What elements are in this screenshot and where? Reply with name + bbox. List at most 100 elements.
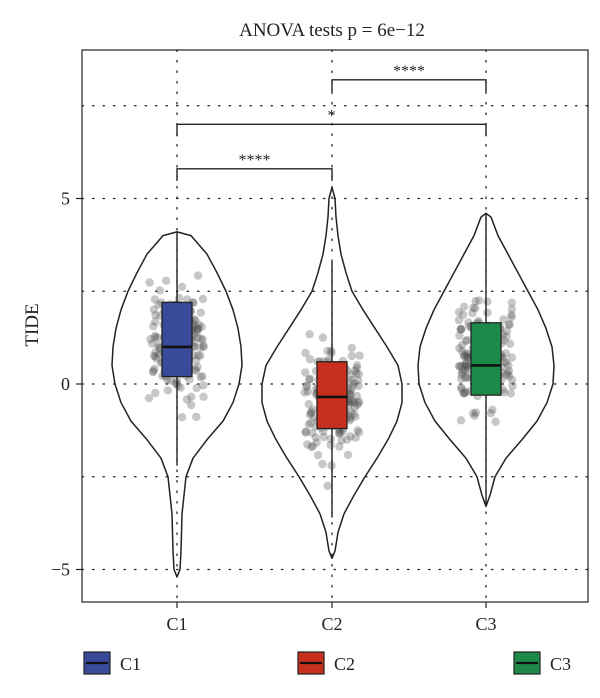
data-point [306, 418, 315, 428]
data-point [149, 367, 158, 377]
data-point [504, 320, 514, 329]
data-point [458, 368, 467, 377]
data-point [500, 388, 509, 397]
significance-label: * [328, 107, 336, 124]
data-point [199, 392, 208, 401]
box-C1 [161, 301, 193, 378]
data-point [151, 331, 160, 340]
data-point [301, 368, 310, 377]
data-point [346, 386, 355, 395]
data-point [469, 303, 478, 312]
data-point [499, 336, 509, 345]
box-C2 [316, 361, 348, 430]
data-point [163, 375, 172, 384]
data-point [470, 411, 479, 420]
data-point [501, 349, 511, 358]
data-point [149, 322, 158, 331]
data-point [182, 395, 192, 404]
data-point [302, 382, 311, 391]
data-point [460, 388, 469, 397]
data-point [463, 353, 472, 362]
data-point [151, 352, 160, 361]
data-point [307, 409, 316, 418]
data-point [459, 302, 469, 311]
data-point [461, 360, 470, 369]
data-point [327, 346, 336, 355]
data-point [454, 315, 464, 325]
data-point [455, 344, 464, 353]
data-point [193, 324, 203, 333]
data-point [507, 375, 517, 385]
data-point [175, 293, 184, 303]
data-point [335, 442, 344, 451]
data-point [197, 322, 206, 332]
data-point [196, 334, 206, 344]
data-point [174, 381, 183, 391]
data-point [491, 417, 500, 426]
data-point [488, 405, 497, 414]
data-point [471, 408, 481, 417]
legend-label-C3: C3 [550, 654, 571, 674]
data-point [350, 403, 360, 412]
data-point [302, 381, 312, 390]
data-point [300, 388, 309, 397]
data-point [505, 320, 514, 329]
data-point [171, 379, 180, 388]
data-point [149, 366, 158, 376]
data-point [346, 390, 355, 399]
grid-lines [81, 49, 589, 603]
data-point [323, 346, 332, 356]
data-point [461, 336, 471, 346]
data-point [507, 298, 516, 307]
legend-label-C2: C2 [334, 654, 355, 674]
data-point [354, 370, 363, 379]
y-tick-label: −5 [51, 560, 70, 580]
data-point [502, 326, 512, 336]
data-point [354, 376, 363, 385]
data-point [326, 434, 335, 443]
data-point [502, 359, 511, 368]
data-point [318, 333, 328, 342]
data-point [334, 429, 344, 438]
data-point [198, 335, 207, 344]
data-point [192, 412, 201, 421]
data-point [177, 282, 187, 291]
data-point [461, 361, 470, 371]
data-point [506, 389, 515, 398]
data-point [323, 481, 332, 491]
data-point [305, 330, 314, 339]
plot-area [81, 49, 589, 603]
data-point [352, 361, 362, 370]
data-point [145, 278, 154, 287]
data-point [454, 308, 464, 317]
data-point [456, 325, 466, 334]
data-point [463, 361, 472, 371]
data-point [346, 407, 356, 416]
data-point [457, 340, 467, 350]
data-point [187, 400, 196, 410]
data-point [455, 362, 464, 371]
data-point [350, 366, 360, 375]
data-point [507, 313, 516, 322]
data-point [155, 286, 164, 295]
data-point [304, 400, 313, 409]
data-point [301, 427, 310, 436]
data-point [463, 335, 472, 345]
data-point [502, 332, 511, 341]
data-point [505, 339, 515, 348]
data-point [351, 412, 360, 421]
data-point [151, 388, 160, 398]
data-point [348, 383, 357, 392]
data-point [352, 369, 361, 378]
data-point [462, 373, 471, 382]
violin-C2 [261, 186, 403, 560]
data-point [352, 363, 361, 373]
data-point [349, 397, 359, 407]
data-point [457, 374, 466, 384]
data-point [342, 435, 352, 444]
data-point [457, 384, 466, 394]
data-point [347, 375, 356, 385]
data-point [500, 357, 509, 366]
data-point [153, 333, 162, 342]
